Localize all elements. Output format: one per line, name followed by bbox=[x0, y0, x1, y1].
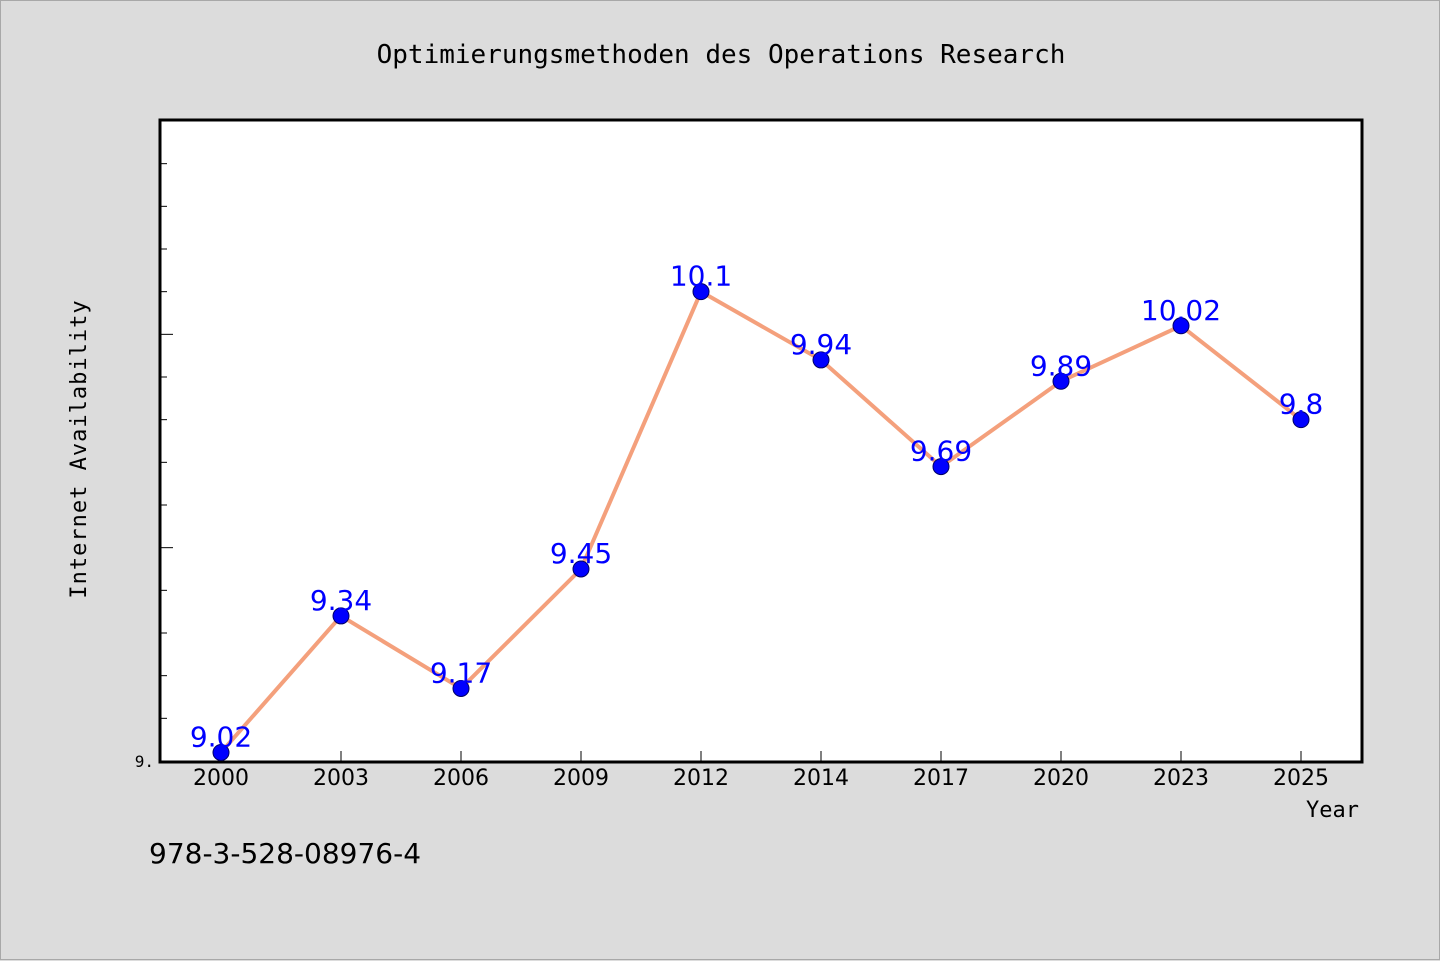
data-label: 9.69 bbox=[910, 435, 972, 468]
data-label: 9.17 bbox=[430, 656, 492, 689]
x-axis-ticks: 2000 2003 2006 2009 2012 2014 2017 2020 2023 2025 bbox=[193, 751, 1329, 791]
data-label: 10.02 bbox=[1141, 294, 1221, 327]
data-point bbox=[452, 679, 470, 697]
data-label: 9.34 bbox=[310, 584, 372, 617]
plot-area bbox=[158, 118, 1364, 764]
x-axis-label: Year bbox=[1306, 798, 1359, 823]
data-point bbox=[1052, 372, 1070, 390]
x-tick-label: 2025 bbox=[1273, 766, 1329, 791]
x-tick-label: 2023 bbox=[1153, 766, 1209, 791]
y-tick-label: 9. bbox=[135, 752, 154, 771]
series-line bbox=[219, 289, 1303, 755]
data-label: 9.02 bbox=[190, 720, 252, 753]
data-point bbox=[212, 743, 230, 761]
data-point bbox=[812, 351, 830, 369]
data-labels: 9.02 9.34 9.17 9.45 10.1 9.94 9.69 9.89 10.02 9.8 bbox=[190, 260, 1323, 754]
x-tick-label: 2012 bbox=[673, 766, 729, 791]
series-points bbox=[212, 283, 1310, 761]
x-tick-label: 2000 bbox=[193, 766, 249, 791]
data-point bbox=[572, 560, 590, 578]
y-axis-label: Internet Availability bbox=[67, 299, 92, 598]
data-label: 9.94 bbox=[790, 328, 852, 361]
x-tick-label: 2003 bbox=[313, 766, 369, 791]
x-tick-label: 2020 bbox=[1033, 766, 1089, 791]
data-point bbox=[692, 283, 710, 301]
data-point bbox=[332, 607, 350, 625]
chart-title: Optimierungsmethoden des Operations Rese… bbox=[377, 40, 1066, 70]
series-polyline bbox=[219, 289, 1303, 755]
x-tick-label: 2017 bbox=[913, 766, 969, 791]
x-tick-label: 2009 bbox=[553, 766, 609, 791]
data-label: 9.45 bbox=[550, 537, 612, 570]
data-label: 9.8 bbox=[1279, 388, 1324, 421]
data-label: 10.1 bbox=[670, 260, 732, 293]
data-point bbox=[932, 458, 950, 476]
y-axis-ticks: 9. bbox=[135, 120, 173, 771]
x-tick-label: 2014 bbox=[793, 766, 849, 791]
data-point bbox=[1172, 317, 1190, 335]
data-label: 9.89 bbox=[1030, 349, 1092, 382]
x-tick-label: 2006 bbox=[433, 766, 489, 791]
isbn-text: 978-3-528-08976-4 bbox=[149, 837, 421, 870]
data-point bbox=[1292, 411, 1310, 429]
